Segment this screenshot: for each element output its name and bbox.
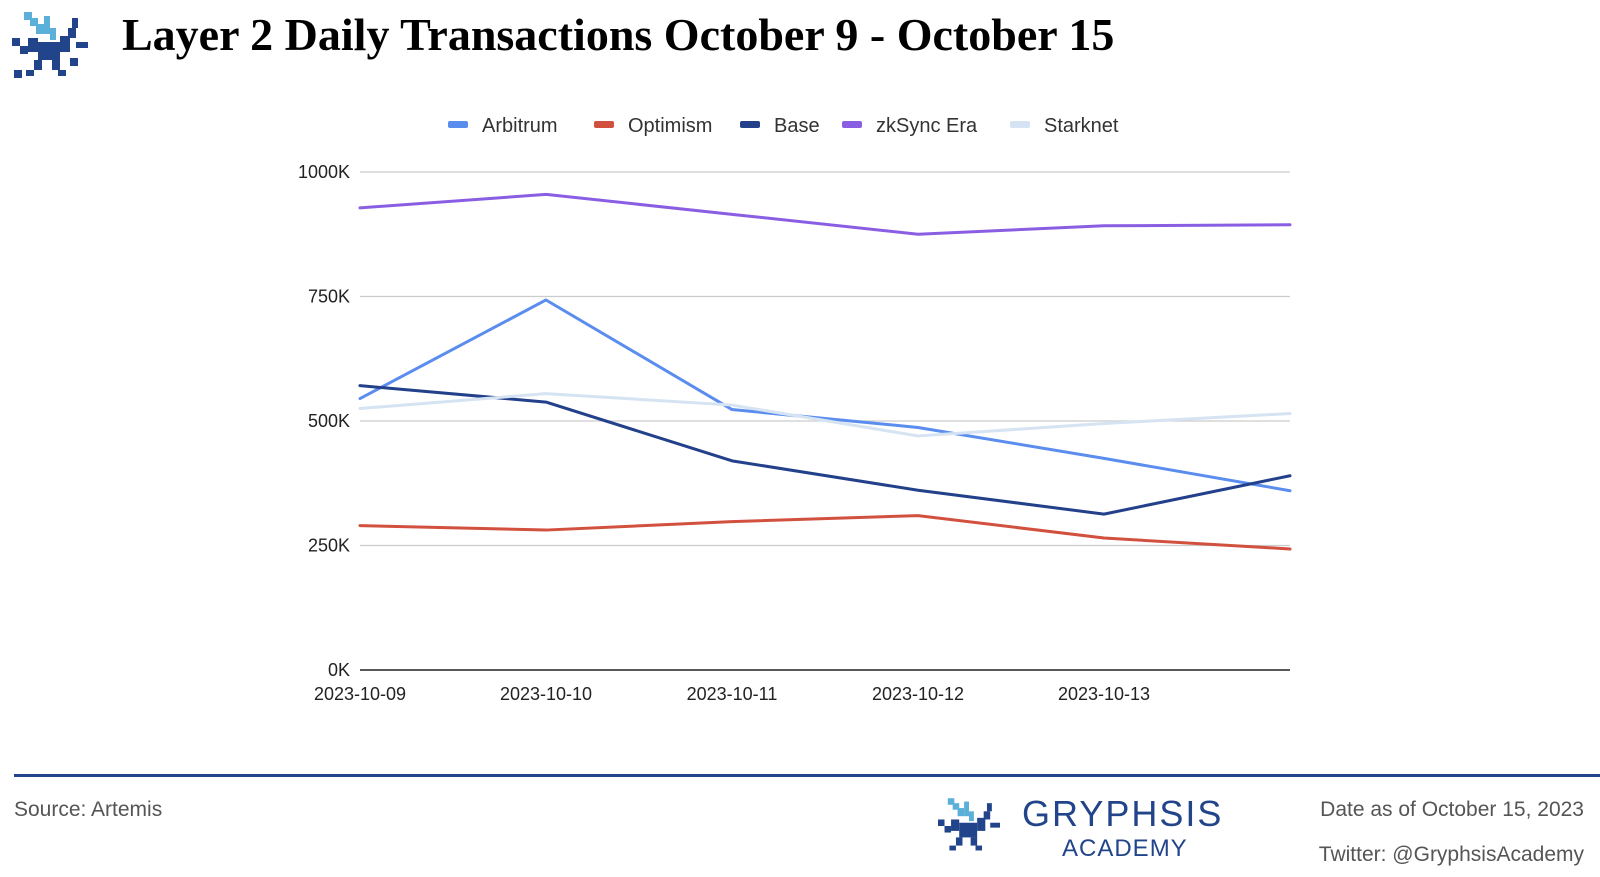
x-tick-label: 2023-10-13 [1058, 684, 1150, 704]
legend-label: Arbitrum [482, 115, 558, 137]
legend-swatch [594, 121, 614, 128]
brand-subtitle: ACADEMY [1062, 835, 1188, 862]
series-line-zksync-era [358, 192, 1292, 236]
y-tick-label: 750K [308, 287, 350, 307]
brand-block: GRYPHSIS ACADEMY [934, 793, 1234, 863]
series-line-starknet [358, 392, 1292, 438]
legend-swatch [842, 121, 862, 128]
series-line-arbitrum [358, 298, 1292, 493]
source-note: Source: Artemis [14, 798, 163, 821]
line-chart: Arbitrum Optimism Base zkSync Era Starknet 0… [298, 115, 1292, 704]
chart-grid: 0K 250K 500K 750K 1000K [298, 162, 1290, 680]
x-tick-label: 2023-10-09 [314, 684, 406, 704]
twitter-handle: Twitter: @GryphsisAcademy [1318, 843, 1584, 866]
legend-label: zkSync Era [876, 115, 978, 137]
x-tick-label: 2023-10-11 [687, 684, 778, 704]
footer-divider [14, 774, 1600, 777]
chart-lines [358, 192, 1292, 551]
gryphon-logo-icon [12, 12, 88, 78]
y-tick-label: 0K [328, 660, 350, 680]
y-tick-label: 1000K [298, 162, 350, 182]
date-note: Date as of October 15, 2023 [1320, 798, 1584, 821]
page-title: Layer 2 Daily Transactions October 9 - O… [122, 9, 1115, 60]
legend-swatch [740, 121, 760, 128]
y-tick-label: 250K [308, 536, 350, 556]
chart-legend: Arbitrum Optimism Base zkSync Era Starknet [448, 115, 1119, 137]
x-axis-ticks: 2023-10-09 2023-10-10 2023-10-11 2023-10-12… [314, 684, 1150, 704]
legend-label: Starknet [1044, 115, 1119, 137]
legend-label: Base [774, 115, 820, 137]
x-tick-label: 2023-10-12 [872, 684, 964, 704]
legend-swatch [448, 121, 468, 128]
x-tick-label: 2023-10-10 [500, 684, 592, 704]
legend-label: Optimism [628, 115, 712, 137]
series-line-optimism [358, 514, 1292, 551]
gryphon-logo-icon [938, 798, 1000, 851]
y-tick-label: 500K [308, 411, 350, 431]
series-line-base [358, 384, 1292, 516]
legend-swatch [1010, 121, 1030, 128]
brand-name: GRYPHSIS [1022, 793, 1224, 834]
